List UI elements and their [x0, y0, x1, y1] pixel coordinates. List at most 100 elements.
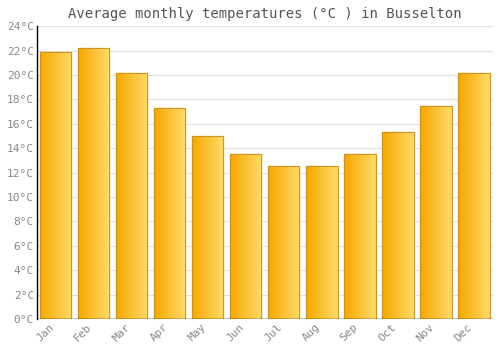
Bar [315, 167, 316, 319]
Bar [297, 167, 298, 319]
Bar [42, 52, 43, 319]
Bar [273, 167, 274, 319]
Bar [209, 136, 210, 319]
Bar [389, 132, 390, 319]
Bar [192, 136, 193, 319]
Bar [388, 132, 389, 319]
Bar [291, 167, 292, 319]
Bar [120, 72, 121, 319]
Bar [326, 167, 327, 319]
Bar [276, 167, 277, 319]
Bar [365, 154, 366, 319]
Bar [196, 136, 197, 319]
Bar [88, 48, 89, 319]
Bar [349, 154, 350, 319]
Bar [375, 154, 376, 319]
Bar [87, 48, 88, 319]
Bar [180, 108, 182, 319]
Bar [394, 132, 395, 319]
Bar [249, 154, 250, 319]
Bar [403, 132, 404, 319]
Bar [182, 108, 183, 319]
Bar [83, 48, 84, 319]
Bar [40, 52, 41, 319]
Bar [444, 106, 445, 319]
Bar [471, 72, 472, 319]
Bar [94, 48, 95, 319]
Bar [296, 167, 297, 319]
Bar [259, 154, 260, 319]
Bar [344, 154, 376, 319]
Bar [384, 132, 385, 319]
Bar [254, 154, 255, 319]
Bar [50, 52, 51, 319]
Bar [130, 72, 131, 319]
Bar [183, 108, 184, 319]
Bar [294, 167, 295, 319]
Bar [433, 106, 434, 319]
Bar [167, 108, 168, 319]
Bar [475, 72, 476, 319]
Bar [80, 48, 81, 319]
Bar [91, 48, 92, 319]
Bar [248, 154, 249, 319]
Bar [95, 48, 96, 319]
Bar [468, 72, 469, 319]
Bar [450, 106, 451, 319]
Bar [98, 48, 99, 319]
Bar [53, 52, 54, 319]
Bar [157, 108, 158, 319]
Bar [484, 72, 485, 319]
Bar [118, 72, 119, 319]
Bar [239, 154, 240, 319]
Bar [135, 72, 136, 319]
Bar [260, 154, 261, 319]
Bar [458, 72, 459, 319]
Bar [280, 167, 281, 319]
Bar [201, 136, 202, 319]
Bar [216, 136, 217, 319]
Bar [345, 154, 346, 319]
Bar [129, 72, 130, 319]
Bar [55, 52, 56, 319]
Bar [132, 72, 133, 319]
Bar [436, 106, 437, 319]
Bar [463, 72, 464, 319]
Bar [210, 136, 211, 319]
Bar [427, 106, 428, 319]
Bar [474, 72, 475, 319]
Bar [424, 106, 425, 319]
Bar [256, 154, 257, 319]
Bar [382, 132, 414, 319]
Bar [125, 72, 126, 319]
Bar [198, 136, 199, 319]
Bar [199, 136, 200, 319]
Bar [172, 108, 173, 319]
Bar [206, 136, 207, 319]
Bar [213, 136, 214, 319]
Bar [84, 48, 85, 319]
Bar [448, 106, 449, 319]
Bar [372, 154, 373, 319]
Bar [100, 48, 101, 319]
Bar [89, 48, 90, 319]
Bar [170, 108, 171, 319]
Bar [329, 167, 330, 319]
Bar [397, 132, 398, 319]
Bar [131, 72, 132, 319]
Bar [383, 132, 384, 319]
Bar [432, 106, 433, 319]
Bar [217, 136, 218, 319]
Bar [173, 108, 174, 319]
Bar [139, 72, 140, 319]
Bar [261, 154, 262, 319]
Bar [221, 136, 222, 319]
Bar [358, 154, 359, 319]
Bar [169, 108, 170, 319]
Bar [166, 108, 167, 319]
Bar [443, 106, 444, 319]
Bar [101, 48, 102, 319]
Bar [348, 154, 349, 319]
Bar [211, 136, 212, 319]
Bar [137, 72, 138, 319]
